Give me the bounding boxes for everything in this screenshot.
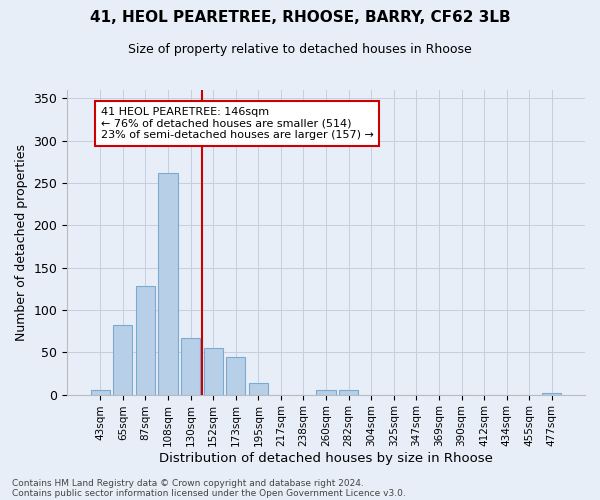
Text: 41 HEOL PEARETREE: 146sqm
← 76% of detached houses are smaller (514)
23% of semi: 41 HEOL PEARETREE: 146sqm ← 76% of detac… [101,107,374,140]
Text: Size of property relative to detached houses in Rhoose: Size of property relative to detached ho… [128,42,472,56]
Y-axis label: Number of detached properties: Number of detached properties [15,144,28,341]
Bar [203,348,223,395]
Bar [316,390,335,394]
Bar [226,356,245,395]
Bar [136,286,155,395]
Text: Contains HM Land Registry data © Crown copyright and database right 2024.: Contains HM Land Registry data © Crown c… [12,478,364,488]
Bar [181,338,200,394]
Text: 41, HEOL PEARETREE, RHOOSE, BARRY, CF62 3LB: 41, HEOL PEARETREE, RHOOSE, BARRY, CF62 … [89,10,511,25]
Bar [249,383,268,394]
Bar [113,325,133,394]
Bar [339,390,358,394]
X-axis label: Distribution of detached houses by size in Rhoose: Distribution of detached houses by size … [159,452,493,465]
Bar [542,393,562,394]
Bar [91,390,110,394]
Text: Contains public sector information licensed under the Open Government Licence v3: Contains public sector information licen… [12,488,406,498]
Bar [158,173,178,394]
